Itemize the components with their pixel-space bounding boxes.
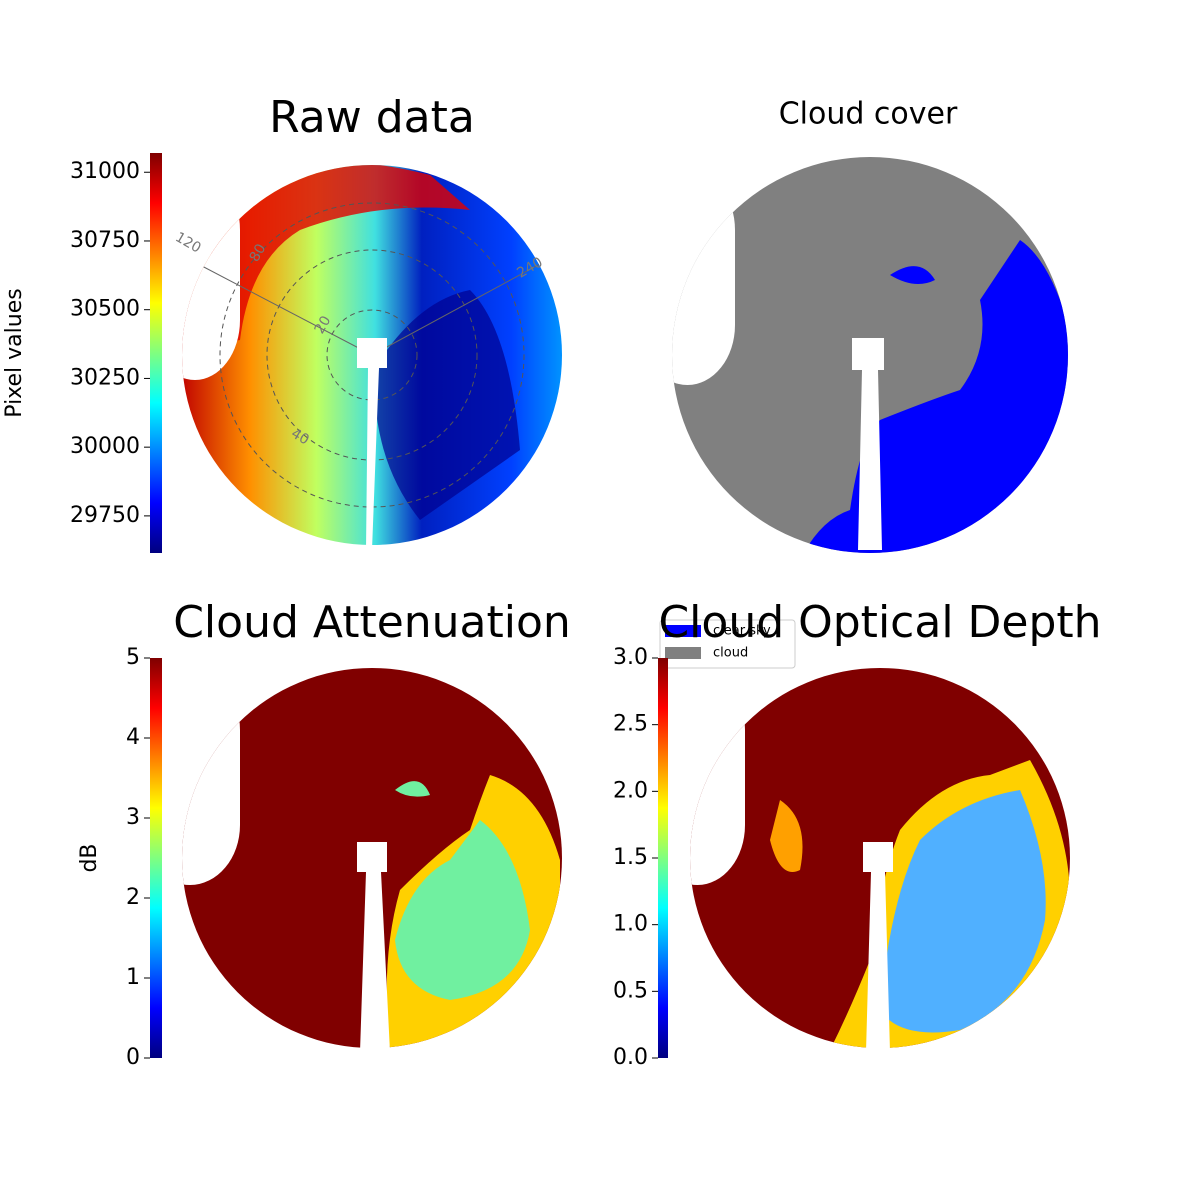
polar-label: 120 bbox=[172, 229, 203, 256]
tick-label: 4 bbox=[126, 725, 140, 750]
tick-label: 2.0 bbox=[613, 778, 648, 803]
tick-label: 30500 bbox=[70, 297, 140, 322]
tick-label: 30750 bbox=[70, 228, 140, 253]
panel-title: Cloud Optical Depth bbox=[658, 597, 1101, 648]
tick-label: 30000 bbox=[70, 434, 140, 459]
tick-label: 30250 bbox=[70, 365, 140, 390]
tick-label: 1.0 bbox=[613, 912, 648, 937]
legend-label: cloud bbox=[713, 646, 748, 661]
tick-label: 5 bbox=[126, 645, 140, 670]
mast bbox=[852, 338, 884, 550]
mast bbox=[357, 338, 387, 550]
colorbar bbox=[150, 658, 162, 1058]
tick-label: 3 bbox=[126, 805, 140, 830]
colorbar bbox=[658, 658, 668, 1058]
tick-label: 1 bbox=[126, 965, 140, 990]
panel-title: Cloud cover bbox=[779, 97, 958, 132]
tick-label: 31000 bbox=[70, 159, 140, 184]
colorbar-label: Pixel values bbox=[2, 288, 27, 417]
tick-label: 1.5 bbox=[613, 845, 648, 870]
panel-title: Raw data bbox=[269, 92, 475, 143]
colorbar bbox=[150, 153, 162, 553]
mast bbox=[863, 842, 893, 1052]
tick-label: 29750 bbox=[70, 503, 140, 528]
mast bbox=[357, 842, 390, 1052]
tick-label: 0.5 bbox=[613, 978, 648, 1003]
tick-label: 3.0 bbox=[613, 645, 648, 670]
tick-label: 2 bbox=[126, 885, 140, 910]
legend-swatch bbox=[665, 647, 701, 659]
legend-swatch bbox=[665, 625, 701, 637]
polar-label: 20 bbox=[312, 313, 335, 336]
tick-label: 2.5 bbox=[613, 712, 648, 737]
polar-label: 80 bbox=[247, 241, 270, 264]
tick-label: 0 bbox=[126, 1045, 140, 1070]
panel-title: Cloud Attenuation bbox=[173, 597, 571, 648]
tick-label: 0.0 bbox=[613, 1045, 648, 1070]
legend-label: clear sky bbox=[713, 624, 771, 639]
colorbar-label: dB bbox=[77, 843, 102, 872]
polar-label: 40 bbox=[288, 426, 311, 449]
